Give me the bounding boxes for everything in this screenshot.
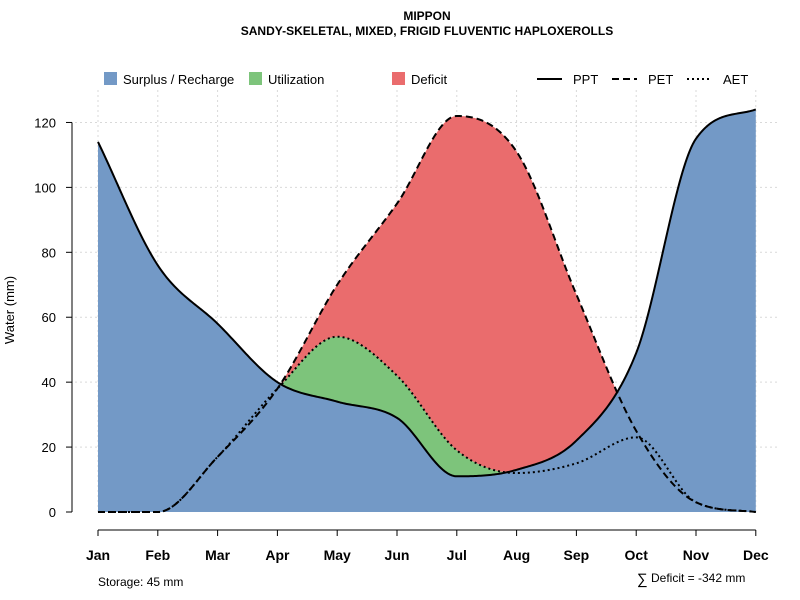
x-tick-label: Aug: [503, 547, 530, 563]
y-tick-label: 80: [42, 245, 56, 260]
x-tick-label: May: [324, 547, 351, 563]
legend: Surplus / Recharge Utilization Deficit P…: [104, 72, 748, 87]
chart-subtitle: SANDY-SKELETAL, MIXED, FRIGID FLUVENTIC …: [241, 24, 613, 38]
storage-annotation: Storage: 45 mm: [98, 575, 183, 589]
series-line-ppt: [97, 108, 757, 478]
legend-label-deficit: Deficit: [411, 72, 448, 87]
deficit-sum-icon: ∑: [637, 571, 648, 588]
x-tick-label: Jun: [385, 547, 410, 563]
x-tick-label: Oct: [625, 547, 649, 563]
x-tick-label: Mar: [205, 547, 230, 563]
y-tick-label: 20: [42, 440, 56, 455]
x-tick-label: Dec: [743, 547, 769, 563]
area-surplus: [98, 109, 756, 512]
x-tick-label: Sep: [564, 547, 590, 563]
series-line-aet: [98, 335, 756, 513]
legend-swatch-surplus: [104, 72, 117, 85]
y-axis-label: Water (mm): [2, 276, 17, 344]
legend-label-aet: AET: [723, 72, 748, 87]
deficit-annotation: Deficit = -342 mm: [651, 571, 745, 585]
legend-label-utilization: Utilization: [268, 72, 324, 87]
x-tick-label: Feb: [145, 547, 170, 563]
x-tick-label: Apr: [265, 547, 290, 563]
y-tick-label: 120: [34, 115, 56, 130]
y-tick-label: 0: [49, 505, 56, 520]
series-line-pet: [98, 114, 756, 513]
x-tick-label: Jan: [86, 547, 110, 563]
x-tick-label: Jul: [447, 547, 467, 563]
series-lines: [97, 108, 757, 513]
legend-swatch-deficit: [392, 72, 405, 85]
y-tick-label: 100: [34, 180, 56, 195]
legend-label-pet: PET: [648, 72, 673, 87]
area-fills: [98, 109, 756, 512]
legend-label-ppt: PPT: [573, 72, 598, 87]
area-deficit: [98, 115, 756, 512]
x-tick-label: Nov: [683, 547, 710, 563]
chart-title: MIPPON: [403, 9, 450, 23]
y-tick-label: 60: [42, 310, 56, 325]
y-ticks: 0 20 40 60 80 100 120: [34, 115, 72, 520]
area-utilization: [98, 336, 756, 512]
x-ticks: Jan Feb Mar Apr May Jun Jul Aug Sep Oct Nov Dec: [86, 530, 769, 563]
y-tick-label: 40: [42, 375, 56, 390]
legend-swatch-utilization: [249, 72, 262, 85]
legend-label-surplus: Surplus / Recharge: [123, 72, 234, 87]
